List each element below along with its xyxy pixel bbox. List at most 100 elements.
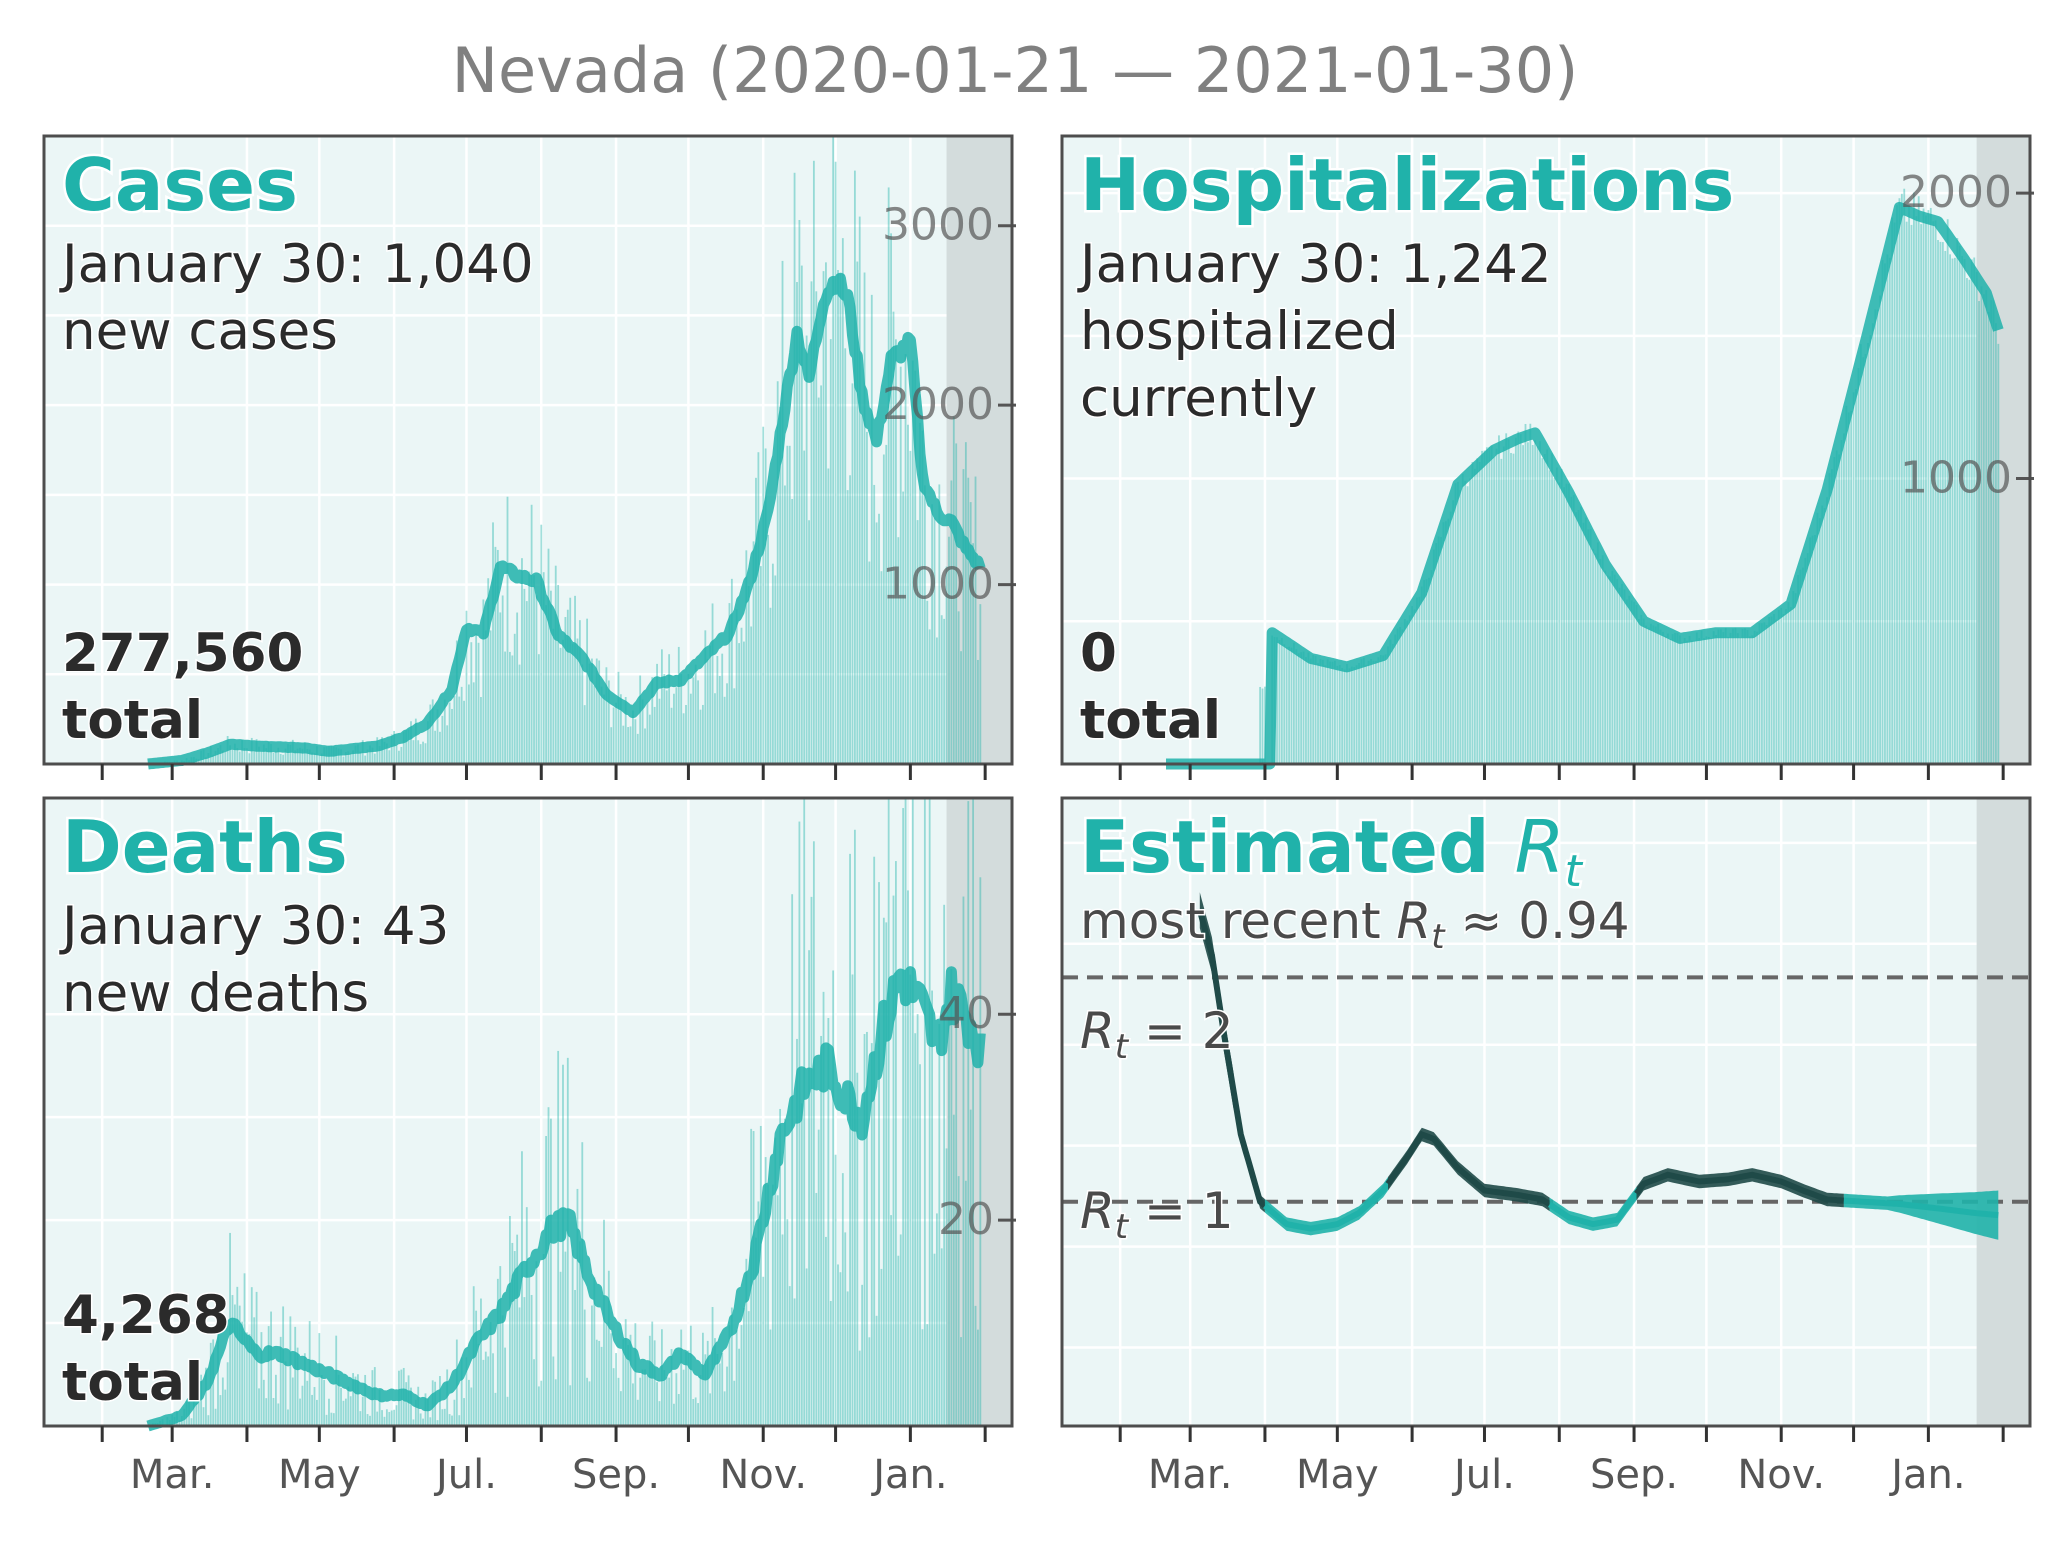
cases-bar <box>212 754 215 764</box>
cases-bar <box>769 607 772 764</box>
hospitalizations-bar <box>1722 632 1725 764</box>
hospitalizations-bar <box>1826 497 1828 764</box>
deaths-bar <box>902 808 905 1426</box>
cases-bar <box>246 748 248 764</box>
cases-bar <box>919 422 921 764</box>
cases-bar <box>610 727 613 764</box>
cases-bar <box>829 339 832 764</box>
deaths-bar <box>685 1352 687 1426</box>
cases-bar <box>858 216 861 764</box>
deaths-bar <box>347 1386 350 1426</box>
hospitalizations-bar <box>1560 469 1563 764</box>
cases-bar <box>791 499 794 764</box>
hospitalizations-bar <box>1616 579 1619 764</box>
cases-bar <box>962 469 965 764</box>
deaths-bar <box>820 1035 823 1426</box>
deaths-bar <box>388 1411 391 1426</box>
deaths-bar <box>873 856 876 1426</box>
deaths-bar <box>740 1325 743 1426</box>
deaths-bar <box>904 798 907 1426</box>
deaths-bar <box>670 1349 673 1426</box>
hospitalizations-bar <box>1647 627 1650 764</box>
deaths-bar <box>484 1351 487 1426</box>
hospitalizations-bar <box>1968 279 1971 764</box>
deaths-bar <box>622 1339 625 1426</box>
hospitalizations-bar <box>1876 309 1879 764</box>
cases-bar <box>974 476 977 764</box>
deaths-bar <box>909 974 912 1426</box>
deaths-bar <box>923 798 926 1426</box>
cases-bar <box>622 725 625 764</box>
hospitalizations-bar <box>1360 659 1363 764</box>
cases-bar <box>861 414 864 764</box>
cases-bar <box>923 485 926 764</box>
deaths-bar <box>803 798 806 1426</box>
cases-bar <box>448 702 451 764</box>
x-tick-label: Nov. <box>719 1452 807 1498</box>
hospitalizations-bar <box>1500 458 1503 764</box>
deaths-bar <box>805 1268 808 1426</box>
cases-bar <box>825 262 827 764</box>
deaths-bar <box>844 1232 847 1426</box>
deaths-bar <box>436 1420 439 1426</box>
deaths-bar <box>940 1248 943 1426</box>
deaths-bar <box>866 1031 868 1426</box>
hospitalizations-bar <box>1543 454 1546 764</box>
hospitalizations-bar <box>1370 658 1373 764</box>
deaths-total-label: total <box>62 1352 203 1413</box>
hospitalizations-bar <box>1823 508 1826 764</box>
cases-bar <box>670 707 673 764</box>
cases-bar <box>800 265 803 764</box>
deaths-bar <box>354 1376 357 1426</box>
deaths-bar <box>340 1387 342 1426</box>
rt-estimate-band-3 <box>1388 1127 1550 1212</box>
cases-frame <box>42 134 1014 766</box>
hospitalizations-bar <box>1338 665 1341 764</box>
deaths-bar <box>414 1399 417 1426</box>
deaths-bar <box>733 1380 736 1426</box>
cases-bar <box>562 639 564 764</box>
hospitalizations-bar <box>1715 635 1717 764</box>
hospitalizations-bar <box>1789 607 1792 764</box>
deaths-bar <box>791 894 794 1426</box>
hospitalizations-bar <box>1818 518 1821 764</box>
cases-bar <box>624 697 627 764</box>
deaths-bar <box>779 1108 782 1426</box>
deaths-bar <box>692 1399 695 1426</box>
hospitalizations-bar <box>1502 446 1505 764</box>
cases-bar <box>260 750 263 764</box>
hospitalizations-bar <box>1461 473 1464 764</box>
cases-bar <box>607 680 610 764</box>
hospitalizations-bar <box>1992 299 1995 764</box>
hospitalizations-bar <box>1329 661 1331 764</box>
cases-bar <box>484 630 487 764</box>
cases-bar <box>282 754 285 764</box>
deaths-bar <box>330 1412 333 1426</box>
hospitalizations-bar <box>1613 574 1616 764</box>
deaths-bar <box>458 1415 461 1426</box>
deaths-bar <box>938 1023 941 1426</box>
deaths-bar <box>518 1307 521 1426</box>
cases-bar <box>868 561 871 764</box>
deaths-bar <box>197 1385 200 1426</box>
hospitalizations-bar <box>1379 654 1382 764</box>
rt-estimate-line-5 <box>1634 1171 1845 1204</box>
cases-bar <box>241 739 244 764</box>
hospitalizations-bar <box>1912 192 1915 764</box>
hospitalizations-bar <box>1862 357 1865 764</box>
deaths-bar <box>178 1420 181 1426</box>
deaths-bar <box>745 1258 748 1426</box>
cases-bar <box>677 646 680 764</box>
cases-bar <box>463 700 465 764</box>
cases-bar <box>629 726 632 764</box>
cases-bar <box>892 311 895 764</box>
deaths-bar <box>656 1382 658 1426</box>
hospitalizations-bar <box>1857 368 1860 764</box>
deaths-gridlines <box>44 798 1012 1426</box>
hospitalizations-bar <box>1401 629 1404 764</box>
hospitalizations-bar <box>1970 259 1973 764</box>
cases-bar <box>866 431 868 764</box>
cases-bar <box>617 671 620 764</box>
hospitalizations-bar <box>1353 667 1356 764</box>
deaths-bar <box>774 1137 777 1426</box>
